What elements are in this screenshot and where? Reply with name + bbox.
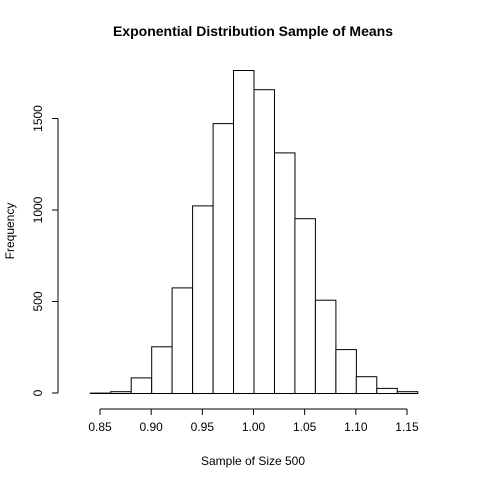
histogram-bar bbox=[294, 218, 316, 394]
histogram-bar bbox=[212, 123, 235, 394]
histogram-bar bbox=[171, 287, 194, 394]
x-axis: 0.85 0.90 0.95 1.00 1.05 1.10 1.15 bbox=[88, 408, 419, 434]
histogram-bar bbox=[355, 376, 378, 395]
x-tick-label: 1.15 bbox=[395, 420, 419, 434]
histogram-bar bbox=[233, 70, 255, 394]
histogram-bar bbox=[253, 89, 275, 394]
histogram-bar bbox=[314, 299, 337, 395]
y-tick-label: 1500 bbox=[31, 105, 45, 132]
histogram-bar bbox=[110, 391, 132, 395]
x-tick-label: 1.05 bbox=[293, 420, 317, 434]
histogram-bar bbox=[130, 377, 153, 394]
histogram-bar bbox=[376, 387, 398, 394]
histogram-bar bbox=[396, 391, 419, 395]
histogram-bar bbox=[335, 349, 357, 395]
x-tick-label: 1.00 bbox=[242, 420, 266, 434]
y-tick-label: 500 bbox=[31, 291, 45, 311]
y-tick-label: 0 bbox=[31, 389, 45, 396]
y-tick-label: 1000 bbox=[31, 196, 45, 223]
histogram-bar bbox=[151, 346, 173, 394]
histogram-bar bbox=[274, 152, 296, 394]
x-tick-label: 1.10 bbox=[344, 420, 368, 434]
y-axis-label: Frequency bbox=[3, 203, 17, 260]
chart-title: Exponential Distribution Sample of Means bbox=[113, 23, 393, 39]
y-axis: 0 500 1000 1500 bbox=[31, 105, 59, 396]
histogram-bar bbox=[192, 205, 214, 394]
bars-group bbox=[89, 70, 419, 395]
x-axis-label: Sample of Size 500 bbox=[201, 454, 305, 468]
x-tick-label: 0.90 bbox=[139, 420, 163, 434]
x-tick-label: 0.85 bbox=[88, 420, 112, 434]
x-tick-label: 0.95 bbox=[191, 420, 215, 434]
